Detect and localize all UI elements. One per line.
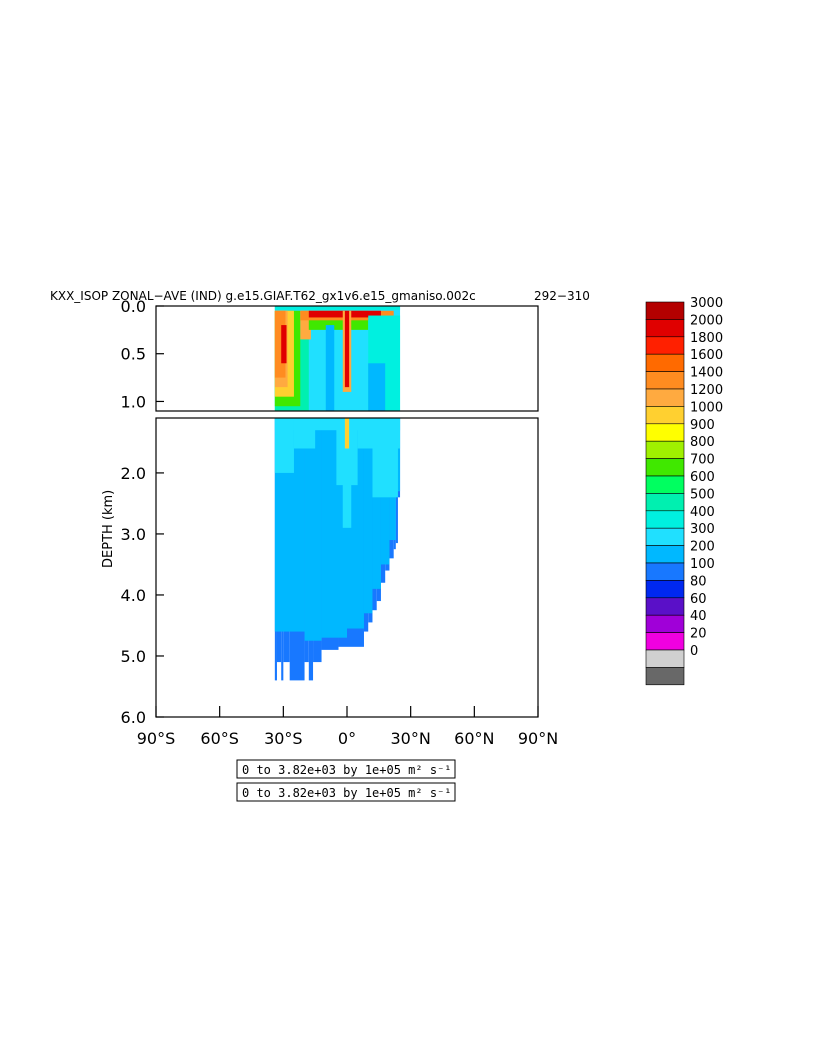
y-tick-label: 5.0 (121, 647, 146, 666)
colorbar-level-label: 2000 (690, 313, 723, 328)
colorbar-swatch (645, 440, 685, 459)
colorbar-level-label: 100 (690, 557, 715, 572)
colorbar-swatch (645, 371, 685, 390)
legend-text-1: 0 to 3.82e+03 by 1e+05 m² s⁻¹ (242, 763, 452, 777)
x-tick-label: 90°S (137, 729, 176, 748)
colorbar-swatch (645, 493, 685, 512)
x-tick-label: 30°N (391, 729, 431, 748)
y-tick-label: 3.0 (121, 525, 146, 544)
legend-box-2 (236, 782, 456, 802)
colorbar-level-label: 1400 (690, 366, 723, 381)
colorbar-level-label: 200 (690, 540, 715, 555)
colorbar-level-label: 1600 (690, 348, 723, 363)
colorbar-swatch (645, 545, 685, 564)
chart-title: KXX_ISOP ZONAL−AVE (IND) g.e15.GIAF.T62_… (50, 289, 476, 303)
legend-box-1 (236, 759, 456, 779)
x-tick-label: 60°S (200, 729, 239, 748)
colorbar-level-label: 800 (690, 435, 715, 450)
axes: 90°S 60°S 30°S 0° 30°N 60°N 90°N 0.0 0.5 1.0 2.0 3.… (121, 297, 559, 748)
y-tick-label: 1.0 (121, 392, 146, 411)
colorbar-swatch (645, 475, 685, 494)
colorbar-level-label: 40 (690, 609, 707, 624)
y-tick-label: 6.0 (121, 708, 146, 727)
colorbar-swatch (645, 458, 685, 477)
colorbar-swatch (645, 527, 685, 546)
colorbar-level-label: 20 (690, 627, 707, 642)
colorbar-level-label: 400 (690, 505, 715, 520)
colorbar-swatch (645, 353, 685, 372)
colorbar-level-label: 1000 (690, 400, 723, 415)
colorbar-swatch (645, 319, 685, 338)
legend-text-2: 0 to 3.82e+03 by 1e+05 m² s⁻¹ (242, 786, 452, 800)
colorbar-swatch (645, 562, 685, 581)
colorbar-swatch (645, 614, 685, 633)
colorbar: 3000200018001600140012001000900800700600… (645, 296, 723, 686)
colorbar-swatch (645, 667, 685, 686)
colorbar-level-label: 1800 (690, 331, 723, 346)
y-tick-label: 2.0 (121, 464, 146, 483)
x-tick-label: 90°N (518, 729, 558, 748)
upper-panel-field (274, 306, 401, 411)
colorbar-swatch (645, 336, 685, 355)
colorbar-level-label: 900 (690, 418, 715, 433)
colorbar-swatch (645, 301, 685, 320)
y-tick-label: 0.0 (121, 297, 146, 316)
colorbar-swatch (645, 423, 685, 442)
colorbar-level-label: 60 (690, 592, 707, 607)
y-tick-label: 4.0 (121, 586, 146, 605)
colorbar-swatch (645, 632, 685, 651)
colorbar-level-label: 700 (690, 453, 715, 468)
colorbar-swatch (645, 580, 685, 599)
colorbar-swatch (645, 597, 685, 616)
lower-panel-field (274, 418, 401, 681)
y-tick-label: 0.5 (121, 345, 146, 364)
colorbar-level-label: 500 (690, 487, 715, 502)
x-tick-label: 30°S (264, 729, 303, 748)
colorbar-level-label: 80 (690, 574, 707, 589)
y-axis-label: DEPTH (km) (101, 490, 116, 568)
x-tick-label: 60°N (454, 729, 494, 748)
colorbar-level-label: 1200 (690, 383, 723, 398)
colorbar-level-label: 3000 (690, 296, 723, 311)
colorbar-level-label: 600 (690, 470, 715, 485)
colorbar-swatch (645, 649, 685, 668)
colorbar-swatch (645, 406, 685, 425)
colorbar-level-label: 0 (690, 644, 698, 659)
x-tick-label: 0° (338, 729, 356, 748)
colorbar-swatch (645, 510, 685, 529)
colorbar-level-label: 300 (690, 522, 715, 537)
colorbar-swatch (645, 388, 685, 407)
period-label: 292−310 (534, 289, 590, 303)
upper-panel-frame (155, 305, 539, 412)
